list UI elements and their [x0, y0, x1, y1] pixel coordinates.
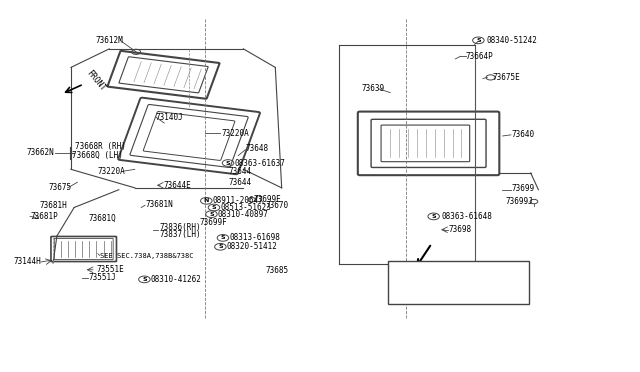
Text: 08513-51623: 08513-51623: [220, 203, 271, 212]
Text: 73644E: 73644E: [164, 181, 191, 190]
Text: 08313-61698: 08313-61698: [229, 233, 280, 243]
Text: 73699E: 73699E: [253, 195, 282, 204]
Text: 73675E: 73675E: [492, 73, 520, 82]
Text: 73144H: 73144H: [13, 257, 41, 266]
Text: S: S: [476, 38, 481, 43]
Text: 73699: 73699: [511, 185, 534, 193]
Text: 73220A: 73220A: [221, 128, 249, 138]
Text: SEE SEC.738A,738B&738C: SEE SEC.738A,738B&738C: [100, 253, 193, 259]
Text: 08340-51242: 08340-51242: [486, 36, 537, 45]
Text: —∴: —∴: [399, 270, 408, 279]
Text: 73681Q: 73681Q: [89, 214, 116, 223]
Text: 73220A: 73220A: [98, 167, 125, 176]
Text: 73685: 73685: [266, 266, 289, 275]
Text: FRONT: FRONT: [85, 69, 108, 93]
Text: 73140J: 73140J: [156, 113, 184, 122]
Text: 73675: 73675: [49, 183, 72, 192]
Text: 73681P: 73681P: [30, 212, 58, 221]
Text: 73837(LH): 73837(LH): [159, 230, 201, 240]
Text: S: S: [221, 235, 225, 240]
Text: A736*0022: A736*0022: [404, 292, 444, 298]
Text: 73612M: 73612M: [95, 36, 123, 45]
Text: 73639: 73639: [362, 84, 385, 93]
Text: S: S: [142, 277, 147, 282]
Text: 73681N: 73681N: [145, 200, 173, 209]
Text: 73699H: 73699H: [411, 270, 438, 279]
Text: 08363-61648: 08363-61648: [442, 212, 492, 221]
Text: S: S: [218, 244, 223, 249]
Text: 73662N: 73662N: [26, 148, 54, 157]
Text: 73551J: 73551J: [89, 273, 116, 282]
Text: 08310-41262: 08310-41262: [151, 275, 202, 284]
Text: 73836(RH): 73836(RH): [159, 223, 201, 232]
Text: S: S: [212, 205, 216, 210]
Text: S: S: [226, 161, 230, 166]
Text: 73644: 73644: [228, 167, 251, 176]
Text: 73699J: 73699J: [505, 197, 533, 206]
Text: 73699F: 73699F: [199, 218, 227, 227]
Text: 73668Q (LH): 73668Q (LH): [72, 151, 122, 160]
Text: 08911-20647: 08911-20647: [212, 196, 264, 205]
Text: 73698: 73698: [449, 225, 472, 234]
Text: 73681H: 73681H: [39, 201, 67, 210]
Text: 73640: 73640: [511, 129, 534, 139]
Text: S: S: [431, 214, 436, 219]
Text: 08363-61637: 08363-61637: [234, 158, 285, 167]
Text: 73670: 73670: [266, 201, 289, 210]
Text: FOR AUTO ANTENNA: FOR AUTO ANTENNA: [397, 279, 476, 288]
Text: 73668R (RH): 73668R (RH): [76, 142, 126, 151]
Text: 73664P: 73664P: [466, 52, 493, 61]
Text: 73648: 73648: [246, 144, 269, 153]
Text: 73644: 73644: [228, 178, 251, 187]
Text: N: N: [204, 198, 209, 203]
FancyBboxPatch shape: [388, 261, 529, 304]
Text: 08320-51412: 08320-51412: [227, 242, 278, 251]
Text: S: S: [209, 212, 214, 217]
Text: 08310-40897: 08310-40897: [218, 210, 269, 219]
Text: 73551E: 73551E: [97, 265, 124, 274]
